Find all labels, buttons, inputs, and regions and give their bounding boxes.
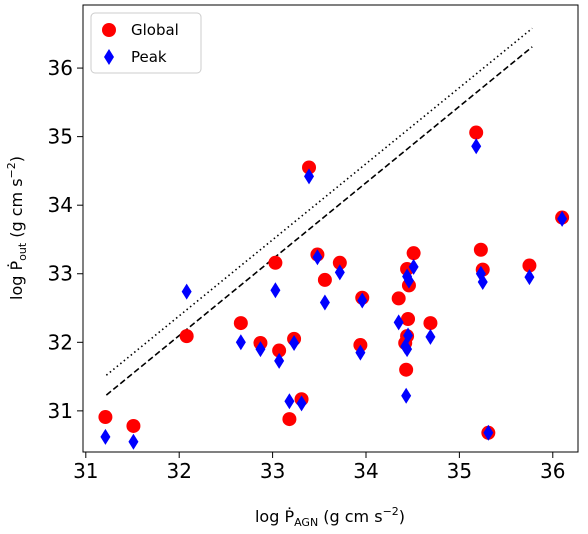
point: [302, 160, 317, 175]
x-tick-label: 33: [260, 459, 285, 483]
point: [332, 255, 347, 270]
x-tick-label: 34: [353, 459, 378, 483]
point: [408, 258, 419, 275]
point: [401, 311, 416, 326]
y-tick-label: 36: [48, 56, 73, 80]
x-label-sup: −2: [383, 505, 399, 518]
reference-line: [105, 46, 533, 396]
point: [128, 433, 139, 450]
plot-frame: [82, 4, 579, 453]
point: [473, 242, 488, 257]
point: [334, 264, 345, 281]
point: [355, 344, 366, 361]
point: [272, 343, 287, 358]
point: [471, 138, 482, 155]
x-label-part: ): [399, 507, 405, 526]
point: [403, 327, 414, 344]
point: [557, 210, 568, 227]
point: [402, 341, 413, 358]
y-label-sup: −2: [5, 162, 18, 178]
point: [284, 393, 295, 410]
point: [304, 168, 315, 185]
y-tick-label: 33: [48, 262, 73, 286]
y-label-sub: out: [16, 242, 29, 261]
x-label-part: (g cm s: [318, 507, 382, 526]
x-tick-label: 31: [73, 459, 98, 483]
point: [357, 292, 368, 309]
point: [399, 362, 414, 377]
legend-label: Peak: [131, 48, 167, 66]
point: [282, 412, 297, 427]
point: [319, 294, 330, 311]
point: [483, 424, 494, 441]
point: [477, 273, 488, 290]
x-tick-label: 32: [166, 459, 191, 483]
y-label-part: ): [7, 156, 26, 162]
point: [233, 316, 248, 331]
y-tick-label: 32: [48, 330, 73, 354]
point: [393, 314, 404, 331]
y-axis-label: log Ṗout (g cm s−2): [5, 156, 29, 300]
legend-marker: [102, 23, 116, 37]
y-tick-label: 35: [48, 125, 73, 149]
y-tick-label: 34: [48, 193, 73, 217]
point: [255, 341, 266, 358]
point: [524, 269, 535, 286]
point: [423, 316, 438, 331]
point: [403, 272, 414, 289]
point: [181, 283, 192, 300]
point: [406, 246, 421, 261]
x-tick-label: 36: [540, 459, 565, 483]
point: [391, 291, 406, 306]
point: [98, 410, 113, 425]
point: [100, 428, 111, 445]
y-label-part: (g cm s: [7, 178, 26, 242]
point: [179, 329, 194, 344]
point: [126, 418, 141, 433]
point: [317, 272, 332, 287]
point: [469, 125, 484, 140]
point: [235, 334, 246, 351]
y-tick-label: 31: [48, 399, 73, 423]
y-label-part: log Ṗ: [7, 261, 26, 300]
x-tick-label: 35: [447, 459, 472, 483]
point: [312, 249, 323, 266]
x-label-sub: AGN: [294, 516, 318, 529]
point: [274, 352, 285, 369]
point: [401, 387, 412, 404]
point: [296, 395, 307, 412]
x-label-part: log Ṗ: [255, 507, 294, 526]
legend-box: [90, 12, 202, 74]
point: [425, 328, 436, 345]
point: [522, 258, 537, 273]
x-axis-label: log ṖAGN (g cm s−2): [255, 505, 405, 529]
legend-label: Global: [131, 21, 179, 39]
point: [268, 255, 283, 270]
reference-line: [105, 27, 533, 376]
legend-marker: [104, 49, 114, 65]
point: [270, 282, 281, 299]
point: [289, 334, 300, 351]
